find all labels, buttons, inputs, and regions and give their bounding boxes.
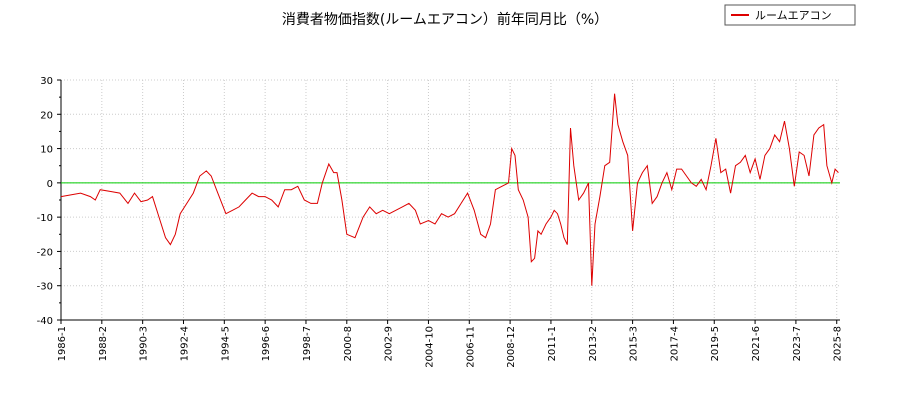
x-tick-label: 2002-9 [384,326,395,361]
x-tick-label: 1998-7 [302,326,313,361]
x-tick-label: 2019-5 [710,326,721,361]
y-tick-label: -20 [37,247,53,258]
x-tick-label: 1986-1 [57,326,68,361]
x-tick-label: 2004-10 [424,326,435,368]
legend-label: ルームエアコン [755,9,832,22]
y-tick-label: -40 [37,316,53,327]
x-tick-label: 2025-8 [833,326,844,361]
x-axis-ticks: 1986-1 1988-2 1990-3 1992-4 1994-5 1996-6 1998… [57,320,844,368]
series-line-0 [60,93,839,286]
x-tick-label: 2000-8 [343,326,354,361]
y-tick-label: 0 [47,179,53,190]
x-tick-label: 2015-3 [629,326,640,361]
y-tick-label: -30 [37,282,53,293]
x-tick-label: 2017-4 [669,326,680,361]
y-tick-label: -10 [37,213,53,224]
x-tick-label: 1992-4 [179,326,190,361]
y-tick-label: 20 [40,110,53,121]
x-tick-label: 2013-2 [588,326,599,361]
x-tick-label: 2006-11 [465,326,476,368]
y-tick-label: 10 [40,145,53,156]
x-tick-label: 2011-1 [547,326,558,361]
legend-box [724,4,856,26]
legend: ルームエアコン [724,4,856,26]
x-tick-label: 1994-5 [220,326,231,361]
x-tick-label: 2021-6 [751,326,762,361]
x-tick-label: 1996-6 [261,326,272,361]
x-tick-label: 1988-2 [98,326,109,361]
y-tick-label: 30 [40,76,53,87]
x-tick-label: 2023-7 [792,326,803,361]
chart-title: 消費者物価指数(ルームエアコン）前年同月比（%） [282,11,608,28]
x-tick-label: 2008-12 [506,326,517,368]
series-layer [60,93,839,286]
x-tick-label: 1990-3 [139,326,150,361]
y-axis-ticks: 30 20 10 0 -10 -20 -30 -40 [37,76,61,327]
